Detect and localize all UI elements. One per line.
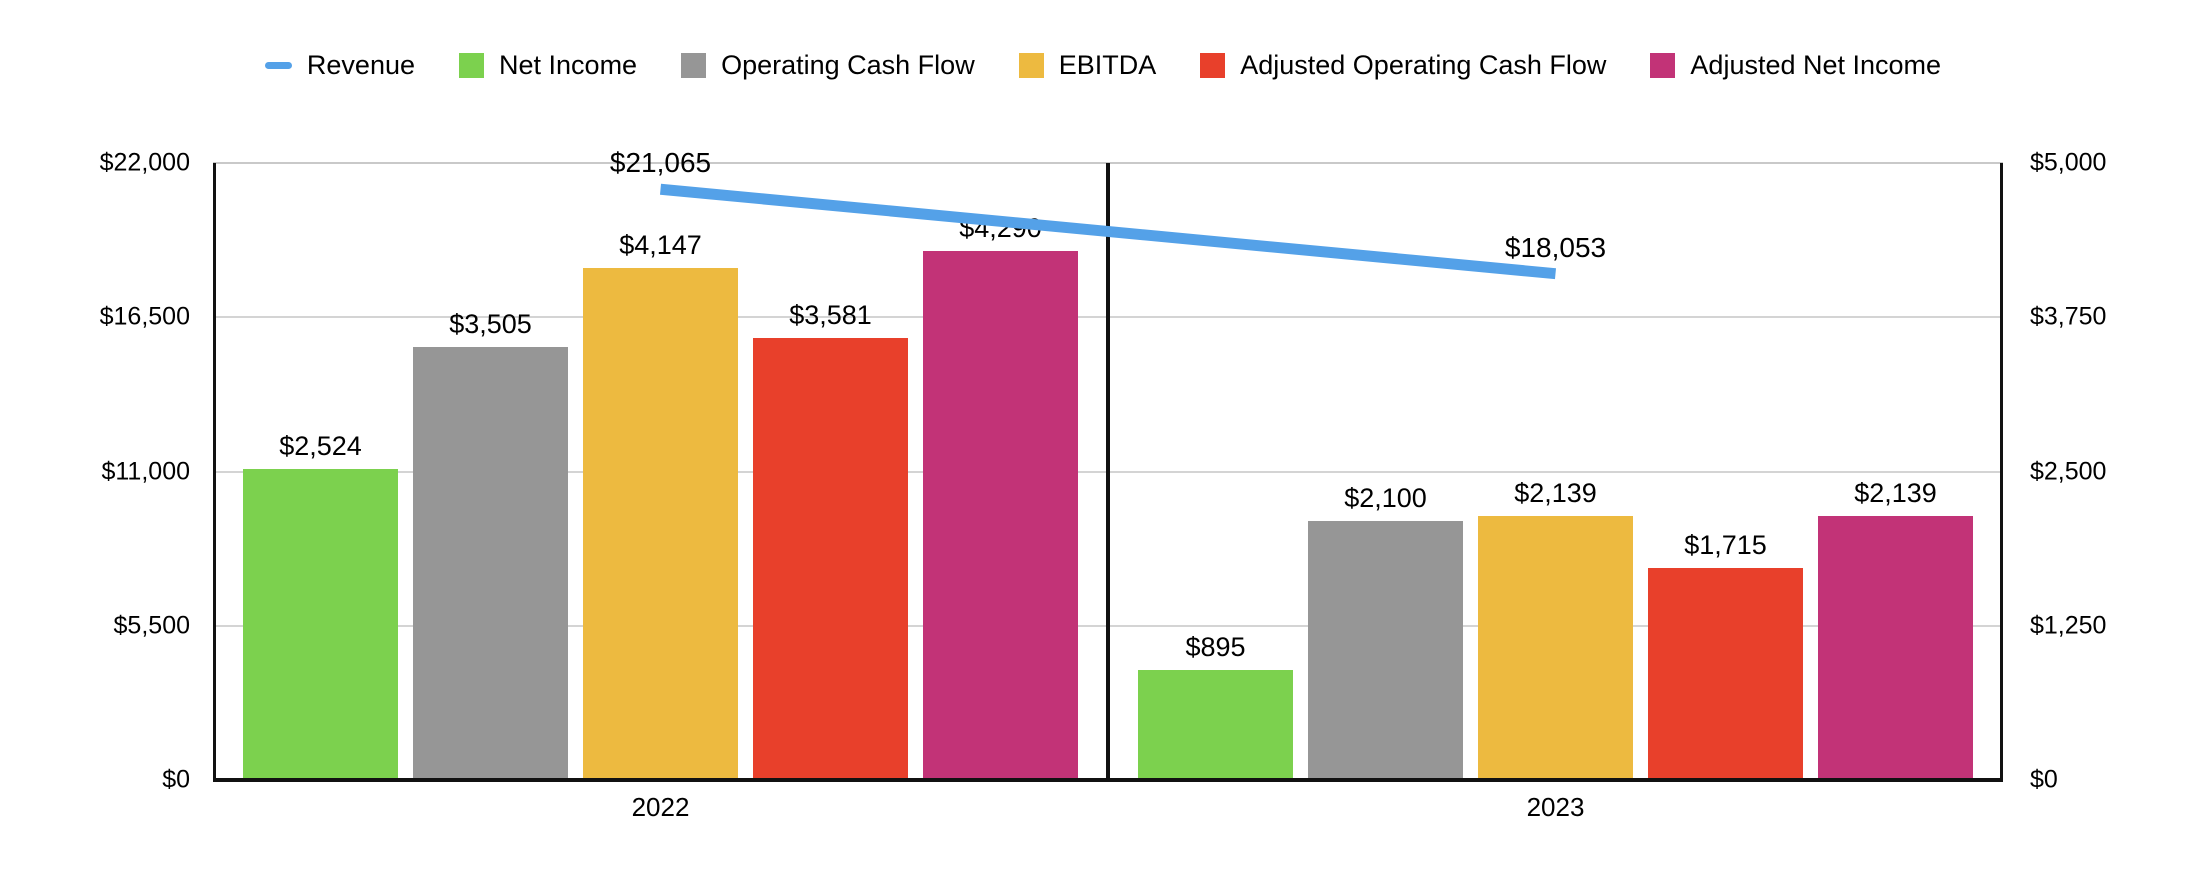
legend-item-net-income[interactable]: Net Income [459, 50, 637, 81]
bar-operating-cash-flow-2022[interactable] [413, 347, 568, 780]
x-axis-label-2022: 2022 [631, 792, 690, 822]
legend-color-swatch [459, 53, 485, 78]
right-axis-tick: $2,500 [2030, 457, 2107, 485]
left-axis-tick: $5,500 [113, 611, 190, 640]
right-axis: $5,000 $3,750 $2,500 $1,250 $0 [2030, 149, 2206, 794]
legend-color-swatch [1018, 53, 1044, 78]
legend-label: Operating Cash Flow [721, 50, 975, 80]
revenue-value-label: $18,053 [1504, 231, 1607, 263]
bar-group: $2,139 [1478, 163, 1633, 780]
bar-adjusted-net-income-2022[interactable] [923, 250, 1078, 780]
bar-value-label: $1,715 [1684, 530, 1767, 561]
bar-adjusted-operating-cash-flow-2022[interactable] [753, 338, 908, 780]
panel-2023: $895 $2,100 $2,139 $1,715 $2,139 [1108, 163, 2003, 780]
bar-group: $2,524 [243, 163, 398, 780]
legend-item-revenue[interactable]: Revenue [264, 50, 416, 81]
legend-label: Revenue [306, 50, 416, 80]
bar-value-label: $4,147 [619, 230, 702, 261]
bar-group: $3,505 [413, 163, 568, 780]
plot-border-left [213, 163, 216, 780]
legend-line-swatch [264, 62, 292, 69]
plot-border-bottom [213, 778, 2003, 782]
legend-label: EBITDA [1058, 50, 1157, 80]
right-axis-tick: $3,750 [2030, 302, 2107, 331]
bar-value-label: $2,524 [279, 430, 362, 461]
bar-value-label: $3,505 [449, 309, 532, 340]
legend-color-swatch [1200, 53, 1226, 78]
left-axis-tick: $11,000 [101, 457, 190, 485]
bar-ebitda-2022[interactable] [583, 268, 738, 780]
bar-value-label: $2,139 [1514, 478, 1597, 509]
revenue-line[interactable] [659, 183, 1557, 280]
x-axis-label-2023: 2023 [1526, 792, 1585, 822]
bar-operating-cash-flow-2023[interactable] [1308, 520, 1463, 780]
x-axis: 2022 2023 [213, 792, 2003, 832]
bar-net-income-2022[interactable] [243, 468, 398, 780]
bar-group: $2,139 [1818, 163, 1973, 780]
bar-group: $2,100 [1308, 163, 1463, 780]
bar-value-label: $3,581 [789, 300, 872, 331]
left-axis: $22,000 $16,500 $11,000 $5,500 $0 [0, 149, 190, 794]
legend-label: Adjusted Operating Cash Flow [1240, 50, 1607, 80]
legend-color-swatch [681, 53, 707, 78]
legend-color-swatch [1650, 53, 1676, 78]
bar-value-label: $2,100 [1344, 482, 1427, 513]
bar-value-label: $895 [1185, 631, 1246, 662]
bar-adjusted-net-income-2023[interactable] [1818, 516, 1973, 780]
right-axis-tick: $1,250 [2030, 611, 2107, 640]
legend-item-adjusted-operating-cash-flow[interactable]: Adjusted Operating Cash Flow [1200, 50, 1606, 81]
legend-item-operating-cash-flow[interactable]: Operating Cash Flow [681, 50, 975, 81]
bar-group: $3,581 [753, 163, 908, 780]
plot-area: $2,524 $3,505 $4,147 $3,581 $4,290 $895 $2,100… [213, 147, 2003, 782]
legend-item-ebitda[interactable]: EBITDA [1018, 50, 1157, 81]
legend-item-adjusted-net-income[interactable]: Adjusted Net Income [1650, 50, 1941, 81]
legend-label: Adjusted Net Income [1690, 50, 1942, 80]
left-axis-tick: $22,000 [99, 148, 190, 177]
left-axis-tick: $0 [162, 765, 190, 794]
right-axis-tick: $0 [2030, 765, 2058, 794]
bar-group: $4,147 [583, 163, 738, 780]
left-axis-tick: $16,500 [99, 302, 190, 331]
bar-value-label: $2,139 [1854, 478, 1937, 509]
legend: Revenue Net Income Operating Cash Flow EBIT… [0, 50, 2206, 81]
bar-group: $1,715 [1648, 163, 1803, 780]
plot-border-right [2000, 163, 2003, 780]
bar-group: $895 [1138, 163, 1293, 780]
bar-net-income-2023[interactable] [1138, 669, 1293, 780]
bar-ebitda-2023[interactable] [1478, 516, 1633, 780]
panel-2022: $2,524 $3,505 $4,147 $3,581 $4,290 [213, 163, 1108, 780]
bar-group: $4,290 [923, 163, 1078, 780]
legend-label: Net Income [499, 50, 638, 80]
right-axis-tick: $5,000 [2030, 148, 2107, 177]
bar-adjusted-operating-cash-flow-2023[interactable] [1648, 568, 1803, 780]
category-divider [1106, 163, 1110, 780]
revenue-value-label: $21,065 [609, 147, 712, 179]
